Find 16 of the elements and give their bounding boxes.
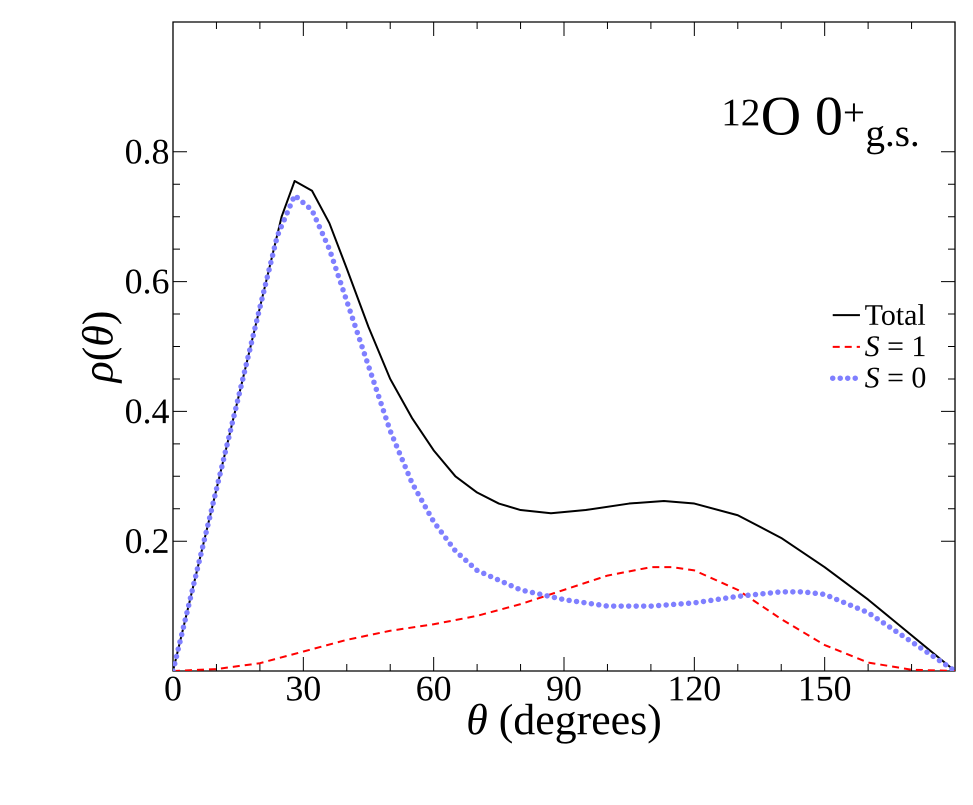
y-tick-label: 0.4 <box>126 399 169 424</box>
y-tick-label: 0.6 <box>126 269 168 294</box>
x-axis-title: θ (degrees) <box>468 704 660 744</box>
y-tick-label: 0.8 <box>126 140 168 164</box>
legend-label: S = 1 <box>865 336 925 356</box>
legend-label: S = 0 <box>865 368 926 388</box>
x-tick-label: 90 <box>547 676 581 701</box>
x-tick-label: 0 <box>165 676 181 701</box>
x-tick-label: 60 <box>417 676 450 701</box>
x-tick-label: 150 <box>800 676 850 701</box>
y-tick-label: 0.2 <box>126 529 168 554</box>
x-tick-label: 120 <box>670 676 720 701</box>
x-tick-label: 30 <box>287 676 320 701</box>
legend-label: Total <box>865 304 926 326</box>
y-axis-title: ρ(θ) <box>82 312 122 384</box>
annotation: $^{12}$O 0$^{+}$$_{g.s.}$ <box>724 97 918 154</box>
